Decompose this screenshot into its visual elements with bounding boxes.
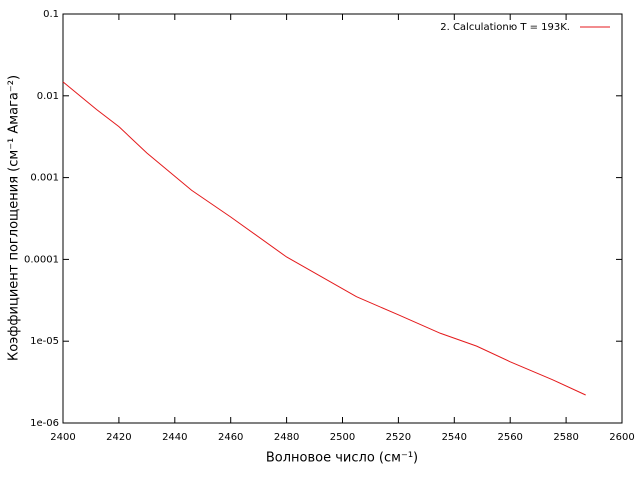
x-tick-label: 2500 [330, 432, 355, 443]
y-tick-label: 0.1 [43, 9, 59, 20]
x-tick-label: 2540 [442, 432, 467, 443]
x-tick-label: 2480 [274, 432, 299, 443]
x-tick-label: 2560 [497, 432, 522, 443]
x-tick-label: 2440 [162, 432, 187, 443]
y-tick-label: 1e-06 [30, 418, 59, 429]
x-tick-label: 2580 [553, 432, 578, 443]
x-axis-label: Волновое число (см⁻¹) [266, 451, 418, 466]
y-tick-label: 0.0001 [24, 254, 59, 265]
x-tick-label: 2520 [386, 432, 411, 443]
legend-label: 2. Calculationю T = 193K. [440, 22, 570, 33]
plot-border [62, 13, 623, 424]
x-tick-label: 2460 [218, 432, 243, 443]
data-line [62, 81, 586, 396]
x-tick-label: 2400 [50, 432, 75, 443]
y-tick-label: 1e-05 [30, 336, 59, 347]
x-tick-label: 2420 [106, 432, 131, 443]
x-tick-label: 2600 [609, 432, 634, 443]
y-tick-label: 0.01 [37, 91, 59, 102]
y-axis-label: Коэффициент поглощения (см⁻¹ Амага⁻²) [7, 75, 22, 361]
y-tick-label: 0.001 [30, 173, 59, 184]
